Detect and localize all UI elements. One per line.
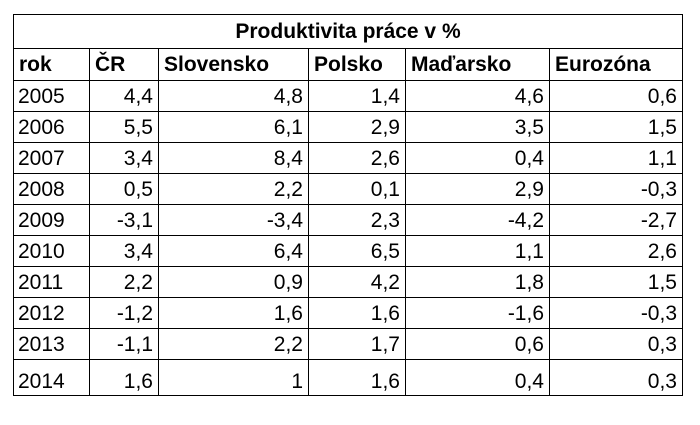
- year-cell: 2014: [13, 359, 90, 396]
- slovensko-cell: 2,2: [158, 328, 309, 360]
- polsko-cell: 1,4: [308, 80, 406, 112]
- polsko-cell: 0,1: [308, 173, 406, 205]
- table-title: Produktivita práce v %: [13, 14, 683, 49]
- column-header-cr: ČR: [89, 48, 159, 81]
- eurozona-cell: 0,3: [549, 328, 683, 360]
- cr-cell: 1,6: [89, 359, 159, 396]
- slovensko-cell: 1,6: [158, 297, 309, 329]
- madarsko-cell: 1,8: [405, 266, 550, 298]
- polsko-cell: 1,6: [308, 297, 406, 329]
- cr-cell: -1,2: [89, 297, 159, 329]
- madarsko-cell: 4,6: [405, 80, 550, 112]
- polsko-cell: 2,9: [308, 111, 406, 143]
- cr-cell: -3,1: [89, 204, 159, 236]
- eurozona-cell: -2,7: [549, 204, 683, 236]
- cr-cell: 4,4: [89, 80, 159, 112]
- table-row: 2007 3,4 8,4 2,6 0,4 1,1: [13, 142, 683, 174]
- polsko-cell: 1,6: [308, 359, 406, 396]
- table-row: 2005 4,4 4,8 1,4 4,6 0,6: [13, 80, 683, 112]
- slovensko-cell: 0,9: [158, 266, 309, 298]
- table-row: 2006 5,5 6,1 2,9 3,5 1,5: [13, 111, 683, 143]
- year-cell: 2007: [13, 142, 90, 174]
- polsko-cell: 4,2: [308, 266, 406, 298]
- cr-cell: 3,4: [89, 142, 159, 174]
- title-row: Produktivita práce v %: [13, 14, 683, 49]
- madarsko-cell: 0,4: [405, 359, 550, 396]
- column-header-slovensko: Slovensko: [158, 48, 309, 81]
- year-cell: 2009: [13, 204, 90, 236]
- table-row: 2011 2,2 0,9 4,2 1,8 1,5: [13, 266, 683, 298]
- madarsko-cell: -4,2: [405, 204, 550, 236]
- polsko-cell: 2,3: [308, 204, 406, 236]
- year-cell: 2008: [13, 173, 90, 205]
- slovensko-cell: 6,4: [158, 235, 309, 267]
- cr-cell: 5,5: [89, 111, 159, 143]
- column-header-polsko: Polsko: [308, 48, 406, 81]
- cr-cell: 2,2: [89, 266, 159, 298]
- eurozona-cell: 0,3: [549, 359, 683, 396]
- eurozona-cell: -0,3: [549, 173, 683, 205]
- eurozona-cell: 1,5: [549, 266, 683, 298]
- cr-cell: 3,4: [89, 235, 159, 267]
- eurozona-cell: 1,5: [549, 111, 683, 143]
- column-header-madarsko: Maďarsko: [405, 48, 550, 81]
- eurozona-cell: 0,6: [549, 80, 683, 112]
- polsko-cell: 2,6: [308, 142, 406, 174]
- table-row: 2008 0,5 2,2 0,1 2,9 -0,3: [13, 173, 683, 205]
- table-row: 2009 -3,1 -3,4 2,3 -4,2 -2,7: [13, 204, 683, 236]
- year-cell: 2012: [13, 297, 90, 329]
- year-cell: 2005: [13, 80, 90, 112]
- slovensko-cell: 1: [158, 359, 309, 396]
- column-header-eurozona: Eurozóna: [549, 48, 683, 81]
- slovensko-cell: 6,1: [158, 111, 309, 143]
- slovensko-cell: 4,8: [158, 80, 309, 112]
- cr-cell: -1,1: [89, 328, 159, 360]
- table-row: 2012 -1,2 1,6 1,6 -1,6 -0,3: [13, 297, 683, 329]
- table-row: 2013 -1,1 2,2 1,7 0,6 0,3: [13, 328, 683, 360]
- column-header-rok: rok: [13, 48, 90, 81]
- year-cell: 2011: [13, 266, 90, 298]
- eurozona-cell: 1,1: [549, 142, 683, 174]
- slovensko-cell: 8,4: [158, 142, 309, 174]
- slovensko-cell: -3,4: [158, 204, 309, 236]
- header-row: rok ČR Slovensko Polsko Maďarsko Eurozón…: [13, 48, 683, 81]
- table-row: 2010 3,4 6,4 6,5 1,1 2,6: [13, 235, 683, 267]
- madarsko-cell: 0,6: [405, 328, 550, 360]
- polsko-cell: 1,7: [308, 328, 406, 360]
- madarsko-cell: 3,5: [405, 111, 550, 143]
- table-row: 2014 1,6 1 1,6 0,4 0,3: [13, 359, 683, 396]
- madarsko-cell: -1,6: [405, 297, 550, 329]
- year-cell: 2010: [13, 235, 90, 267]
- madarsko-cell: 1,1: [405, 235, 550, 267]
- eurozona-cell: -0,3: [549, 297, 683, 329]
- year-cell: 2013: [13, 328, 90, 360]
- slovensko-cell: 2,2: [158, 173, 309, 205]
- polsko-cell: 6,5: [308, 235, 406, 267]
- cr-cell: 0,5: [89, 173, 159, 205]
- madarsko-cell: 0,4: [405, 142, 550, 174]
- year-cell: 2006: [13, 111, 90, 143]
- productivity-table: Produktivita práce v % rok ČR Slovensko …: [13, 14, 683, 396]
- eurozona-cell: 2,6: [549, 235, 683, 267]
- madarsko-cell: 2,9: [405, 173, 550, 205]
